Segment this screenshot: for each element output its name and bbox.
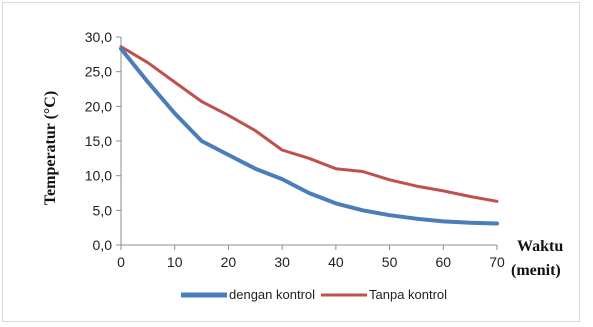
y-tick-label: 0,0	[93, 237, 113, 253]
x-tick-label: 30	[274, 254, 290, 270]
x-tick-label: 20	[221, 254, 237, 270]
x-tick-label: 40	[328, 254, 344, 270]
y-tick-label: 30,0	[85, 29, 112, 45]
line-chart: Temperatur (°C) 0,0 5,0 10,0 15,0 20,0 25,0 30…	[42, 29, 563, 302]
x-ticks: 0 10 20 30 40 50 60 70	[117, 245, 505, 270]
y-tick-label: 25,0	[85, 64, 112, 80]
legend-label: Tanpa kontrol	[369, 287, 447, 302]
y-tick-label: 10,0	[85, 168, 112, 184]
series-lines	[119, 45, 499, 226]
y-tick-label: 20,0	[85, 98, 112, 114]
x-tick-label: 60	[435, 254, 451, 270]
chart-frame: Temperatur (°C) 0,0 5,0 10,0 15,0 20,0 25,0 30…	[2, 2, 580, 322]
legend-label: dengan kontrol	[229, 287, 315, 302]
y-axis-title: Temperatur (°C)	[42, 91, 59, 205]
y-tick-label: 15,0	[85, 133, 112, 149]
x-tick-label: 70	[489, 254, 505, 270]
legend: dengan kontrol Tanpa kontrol	[181, 287, 447, 302]
x-tick-label: 0	[117, 254, 125, 270]
y-ticks: 0,0 5,0 10,0 15,0 20,0 25,0 30,0	[85, 29, 121, 253]
x-tick-label: 10	[167, 254, 183, 270]
x-axis-unit: (menit)	[511, 262, 561, 279]
y-axis-title-group: Temperatur (°C)	[42, 91, 59, 205]
x-axis-title: Waktu	[517, 238, 563, 255]
y-tick-label: 5,0	[93, 202, 113, 218]
series-line-dengan-kontrol	[119, 46, 499, 226]
series-line-tanpa-kontrol	[119, 45, 499, 203]
x-tick-label: 50	[382, 254, 398, 270]
